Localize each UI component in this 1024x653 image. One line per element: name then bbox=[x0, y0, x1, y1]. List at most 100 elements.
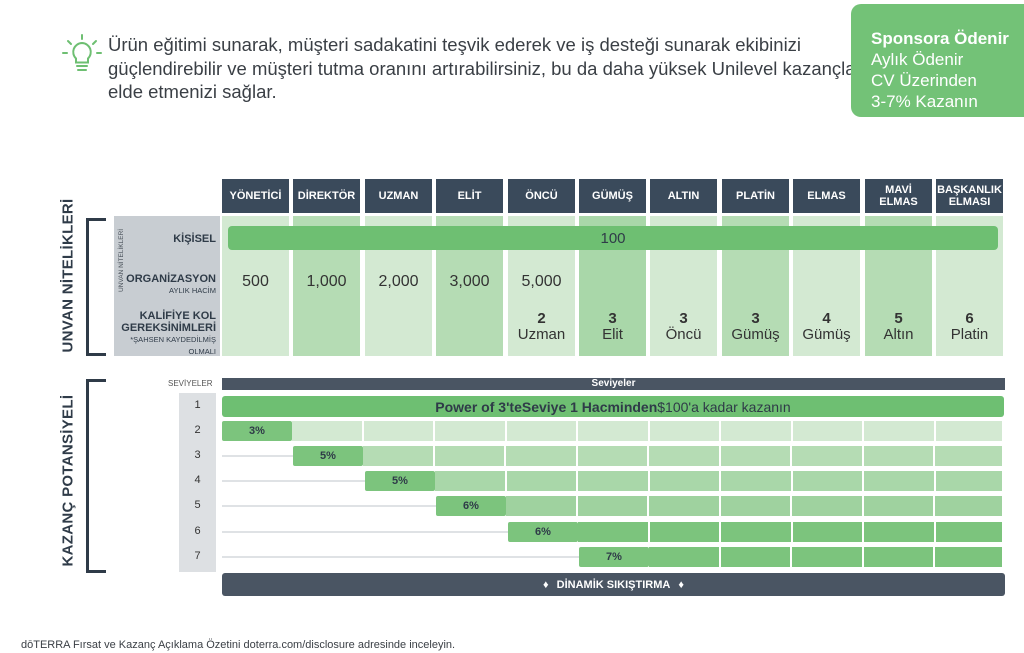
level-cell bbox=[935, 446, 1004, 466]
level-cell bbox=[578, 522, 650, 542]
level-cell bbox=[649, 522, 721, 542]
level-cell bbox=[506, 421, 578, 441]
level-number: 2 bbox=[194, 424, 201, 436]
level-cell bbox=[292, 421, 364, 441]
level-percent: 5% bbox=[293, 446, 363, 466]
level-cell bbox=[649, 446, 721, 466]
level-cell bbox=[935, 471, 1004, 491]
org-volume-value: 500 bbox=[242, 273, 269, 290]
diamond-icon: ♦ bbox=[543, 578, 549, 591]
level-cell bbox=[720, 496, 792, 516]
legs-label-2: GEREKSİNİMLERİ bbox=[121, 322, 216, 334]
level-cell bbox=[434, 446, 506, 466]
rank-header: UZMAN bbox=[365, 179, 432, 213]
rank-header: ÖNCÜ bbox=[508, 179, 575, 213]
level-cell bbox=[863, 496, 935, 516]
org-volume-value: 2,000 bbox=[378, 273, 419, 290]
level-cell bbox=[720, 446, 792, 466]
level-cell bbox=[792, 421, 864, 441]
level-number: 1 bbox=[194, 399, 201, 411]
qualification-side-panel bbox=[114, 216, 220, 356]
level-cell bbox=[792, 522, 864, 542]
level-percent: 3% bbox=[222, 421, 292, 441]
legs-label-1: KALİFİYE KOL bbox=[139, 310, 216, 322]
leg-count: 5 bbox=[894, 310, 903, 327]
leg-count: 6 bbox=[965, 310, 974, 327]
level-cell bbox=[506, 471, 578, 491]
level-cell bbox=[649, 547, 721, 567]
leg-requirement: 4 Gümüş bbox=[793, 311, 860, 343]
level-cell bbox=[506, 496, 578, 516]
level-1-text-b: Seviye 1 Hacminden bbox=[521, 398, 658, 415]
level-cell bbox=[506, 446, 578, 466]
level-cell bbox=[935, 522, 1004, 542]
level-cell bbox=[864, 421, 936, 441]
leg-requirement: 2 Uzman bbox=[508, 311, 575, 343]
level-1-bar: Power of 3'te Seviye 1 Hacminden $100'a … bbox=[222, 396, 1004, 417]
rank-header: YÖNETİCİ bbox=[222, 179, 289, 213]
leg-requirement: 6 Platin bbox=[936, 311, 1003, 343]
leg-rank: Altın bbox=[883, 326, 914, 343]
sponsor-callout: Sponsora Ödenir Aylık Ödenir CV Üzerinde… bbox=[851, 4, 1024, 117]
level-cell bbox=[435, 471, 507, 491]
level-number: 5 bbox=[194, 499, 201, 511]
org-volume-value: 3,000 bbox=[449, 273, 490, 290]
level-percent: 5% bbox=[365, 471, 435, 491]
level-cell bbox=[863, 446, 935, 466]
level-cell bbox=[935, 421, 1004, 441]
level-guide-line bbox=[222, 480, 365, 482]
level-cell bbox=[578, 421, 650, 441]
leg-requirement: 5 Altın bbox=[865, 311, 932, 343]
level-cell bbox=[363, 446, 435, 466]
org-label: ORGANİZASYON bbox=[126, 273, 216, 285]
level-number: 4 bbox=[194, 474, 201, 486]
rank-header: BAŞKANLIK ELMASI bbox=[936, 179, 1003, 213]
levels-header-bar: Seviyeler bbox=[222, 378, 1005, 390]
levels-column-header: SEVİYELER bbox=[168, 379, 213, 388]
leg-rank: Uzman bbox=[517, 326, 566, 343]
level-cell bbox=[792, 471, 864, 491]
level-cell bbox=[577, 496, 649, 516]
leg-rank: Öncü bbox=[665, 326, 702, 343]
level-guide-line bbox=[222, 505, 436, 507]
level-cell bbox=[721, 522, 793, 542]
rank-header: PLATİN bbox=[722, 179, 789, 213]
level-cell bbox=[720, 547, 792, 567]
rank-header: MAVİ ELMAS bbox=[865, 179, 932, 213]
org-sublabel: AYLIK HACİM bbox=[169, 286, 216, 295]
dynamic-compression-label: DİNAMİK SIKIŞTIRMA bbox=[556, 578, 671, 591]
level-1-text-c: $100'a kadar kazanın bbox=[657, 398, 791, 415]
level-cell bbox=[577, 446, 649, 466]
leg-rank: Platin bbox=[950, 326, 989, 343]
level-guide-line bbox=[222, 556, 579, 558]
level-cell bbox=[578, 471, 650, 491]
legs-sublabel: *ŞAHSEN KAYDEDİLMİŞ OLMALI bbox=[130, 335, 216, 356]
level-number: 6 bbox=[194, 525, 201, 537]
level-cell bbox=[935, 547, 1004, 567]
org-row-label: ORGANİZASYON AYLIK HACİM bbox=[126, 273, 216, 297]
level-cell bbox=[935, 496, 1004, 516]
level-cell bbox=[792, 547, 864, 567]
sponsor-line: 3-7% Kazanın bbox=[871, 92, 978, 111]
sponsor-line: CV Üzerinden bbox=[871, 71, 977, 90]
leg-count: 3 bbox=[751, 310, 760, 327]
leg-requirement: 3 Gümüş bbox=[722, 311, 789, 343]
level-cell bbox=[721, 471, 793, 491]
level-cell bbox=[792, 446, 864, 466]
disclosure-footer: dōTERRA Fırsat ve Kazanç Açıklama Özetin… bbox=[21, 639, 456, 651]
leg-count: 3 bbox=[608, 310, 617, 327]
org-volume-value: 1,000 bbox=[306, 273, 347, 290]
level-percent: 6% bbox=[436, 496, 506, 516]
level-percent: 7% bbox=[579, 547, 649, 567]
intro-text: Ürün eğitimi sunarak, müşteri sadakatini… bbox=[108, 34, 867, 102]
level-cell bbox=[864, 471, 936, 491]
leg-count: 2 bbox=[537, 310, 546, 327]
level-percent: 6% bbox=[508, 522, 578, 542]
earning-potential-label: KAZANÇ POTANSİYELİ bbox=[59, 394, 77, 567]
dynamic-compression-bar: ♦ DİNAMİK SIKIŞTIRMA ♦ bbox=[222, 573, 1005, 596]
diamond-icon: ♦ bbox=[678, 578, 684, 591]
personal-volume-bar: 100 bbox=[228, 226, 998, 250]
rank-header: ALTIN bbox=[650, 179, 717, 213]
leg-requirement: 3 Öncü bbox=[650, 311, 717, 343]
level-number: 7 bbox=[194, 550, 201, 562]
